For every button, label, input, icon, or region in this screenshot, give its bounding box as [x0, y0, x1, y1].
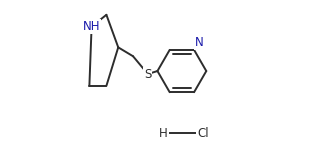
Text: N: N	[195, 36, 204, 49]
Text: H: H	[159, 127, 168, 140]
Text: NH: NH	[83, 20, 100, 33]
Text: S: S	[144, 67, 151, 81]
Text: Cl: Cl	[197, 127, 209, 140]
